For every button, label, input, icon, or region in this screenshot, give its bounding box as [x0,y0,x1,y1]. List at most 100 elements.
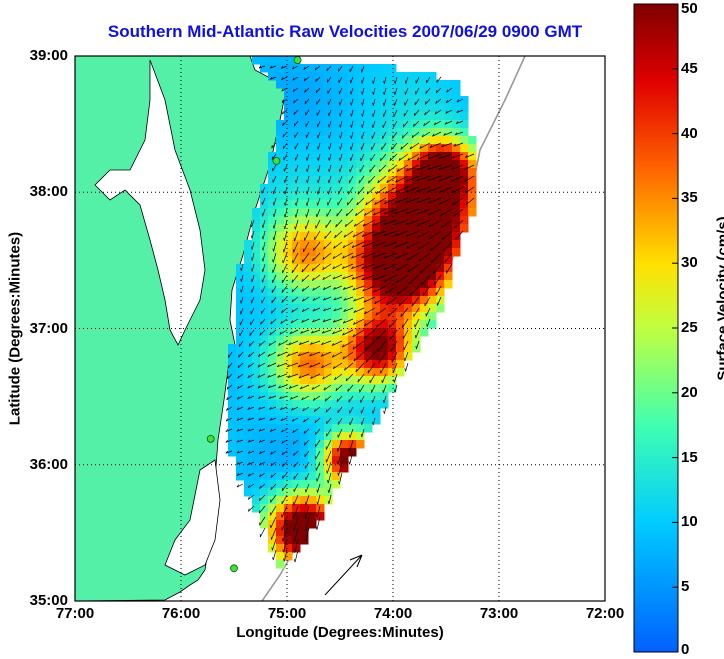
velocity-arrow [336,395,343,402]
velocity-cell [332,384,341,393]
velocity-arrow [406,241,420,249]
velocity-arrow-head [395,179,398,183]
velocity-arrow-head [336,461,339,465]
velocity-arrow [236,395,244,400]
velocity-arrow-head [364,347,367,351]
velocity-arrow [338,65,343,72]
velocity-arrow [270,450,277,455]
velocity-arrow-head [394,80,396,84]
velocity-arrow-head [361,91,363,95]
velocity-cell [356,176,365,185]
velocity-cell [332,144,341,153]
velocity-arrow [284,219,288,230]
velocity-arrow-head [439,156,442,159]
velocity-cell [404,288,413,297]
velocity-arrow-head [287,375,291,378]
velocity-arrow [444,120,453,125]
velocity-cell [292,464,301,473]
velocity-cell [348,192,357,201]
velocity-arrow-head [335,224,337,228]
velocity-cell [356,312,365,321]
velocity-arrow [279,329,288,335]
velocity-arrow-head [386,179,389,183]
velocity-arrow-head [261,236,264,240]
velocity-arrow [432,131,442,137]
velocity-cell [244,432,253,441]
velocity-cell [372,112,381,121]
velocity-cell [284,104,293,113]
velocity-cell [292,536,301,545]
velocity-arrow-head [323,246,325,250]
velocity-arrow-head [456,110,459,114]
velocity-cell [300,224,309,233]
velocity-cell [452,112,461,121]
velocity-cell [396,96,405,105]
velocity-arrow [317,142,321,150]
velocity-cell [372,184,381,193]
velocity-cell [428,232,437,241]
velocity-cell [284,112,293,121]
velocity-cell [268,536,277,545]
velocity-cell [332,368,341,377]
x-tick-label: 72:00 [585,605,625,622]
velocity-cell [428,192,437,201]
velocity-cell [444,200,453,209]
velocity-cell [372,280,381,289]
velocity-arrow-head [383,255,387,259]
velocity-arrow-head [428,224,431,228]
velocity-cell [420,264,429,273]
velocity-arrow [248,461,255,466]
velocity-cell [364,248,373,257]
velocity-arrow [429,142,442,149]
velocity-arrow [442,230,453,241]
velocity-arrow [248,494,255,500]
velocity-cell [268,408,277,417]
velocity-cell [228,352,237,361]
velocity-cell [308,144,317,153]
velocity-cell [316,88,325,97]
velocity-cell [300,272,309,281]
velocity-arrow [273,241,277,252]
velocity-arrow [281,87,288,92]
velocity-cell [324,480,333,489]
velocity-cell [324,112,333,121]
velocity-arrow [373,98,376,106]
velocity-cell [452,216,461,225]
velocity-arrow [258,340,266,347]
velocity-arrow [400,142,409,150]
velocity-arrow-head [320,353,324,357]
velocity-cell [276,432,285,441]
velocity-cell [236,432,245,441]
velocity-cell [260,192,269,201]
velocity-arrow [262,263,266,273]
velocity-cell [420,216,429,225]
velocity-arrow [323,307,332,312]
velocity-arrow-head [323,308,326,312]
velocity-cell [396,328,405,337]
velocity-arrow-head [312,277,314,281]
velocity-cell [356,128,365,137]
velocity-cell [348,256,357,265]
velocity-cell [276,232,285,241]
velocity-cell [260,368,269,377]
velocity-cell [316,464,325,473]
velocity-cell [324,208,333,217]
velocity-cell [316,96,325,105]
velocity-cell [252,448,261,457]
velocity-cell [308,112,317,121]
velocity-arrow [262,208,266,217]
velocity-arrow [298,351,310,357]
velocity-arrow [386,296,398,306]
velocity-cell [420,256,429,265]
velocity-cell [356,104,365,113]
velocity-arrow-head [406,168,409,172]
velocity-arrow-head [416,189,420,192]
velocity-arrow [251,241,255,250]
velocity-arrow [372,274,387,281]
velocity-arrow-head [395,268,398,272]
velocity-cell [460,104,469,113]
velocity-arrow [343,230,354,238]
velocity-arrow [427,186,442,193]
velocity-arrow-head [317,135,319,139]
velocity-cell [292,176,301,185]
